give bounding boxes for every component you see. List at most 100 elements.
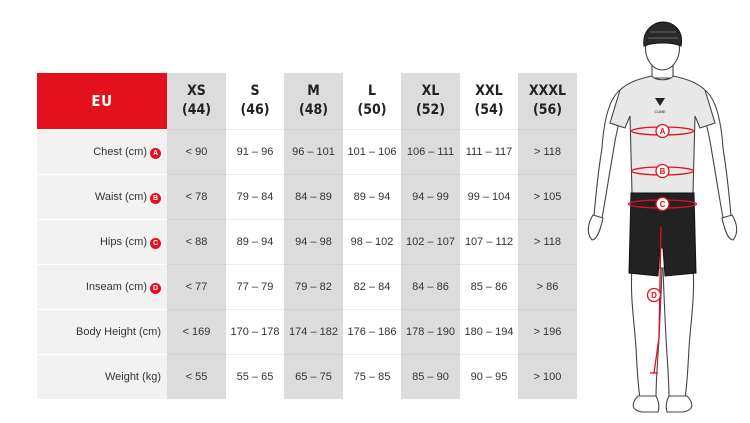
table-cell: 85 – 90 <box>401 354 460 399</box>
region-label: EU <box>37 73 167 130</box>
table-cell: 107 – 112 <box>460 219 518 265</box>
cyclist-illustration: CUBE A B C D <box>587 21 738 413</box>
table-cell: 94 – 99 <box>401 174 460 220</box>
table-cell: 106 – 111 <box>401 129 460 175</box>
size-name: XS <box>187 83 206 99</box>
size-header-xl: XL (52) <box>401 73 460 130</box>
row-label: Inseam (cm) D <box>37 264 167 310</box>
bib-shorts-shape <box>628 192 697 277</box>
row-label-text: Chest (cm) <box>93 145 147 158</box>
marker-c-circle <box>655 196 670 212</box>
marker-a-circle <box>655 123 670 139</box>
table-cell: 84 – 86 <box>401 264 460 310</box>
table-cell: 75 – 85 <box>343 354 401 399</box>
table-cell: > 86 <box>518 264 577 310</box>
table-cell: 85 – 86 <box>460 264 518 310</box>
size-eu: (50) <box>357 102 387 118</box>
row-label: Hips (cm) C <box>37 219 167 265</box>
right-hand-shape <box>721 214 738 241</box>
marker-b-label: B <box>660 167 666 176</box>
measurement-row-waist: Waist (cm) B < 78 79 – 84 84 – 89 89 – 94… <box>37 174 577 220</box>
left-foot-shape <box>632 395 660 413</box>
size-header-xs: XS (44) <box>167 73 226 130</box>
measurement-row-inseam: Inseam (cm) D < 77 77 – 79 79 – 82 82 – 8… <box>37 264 577 310</box>
size-chart-table: EU XS (44) S (46) M (48) L (50) XL (52) XXL (5… <box>37 73 577 399</box>
table-cell: < 78 <box>167 174 226 220</box>
table-cell: 55 – 65 <box>226 354 284 399</box>
table-cell: < 55 <box>167 354 226 399</box>
row-label-text: Inseam (cm) <box>85 280 147 293</box>
table-cell: 174 – 182 <box>284 309 343 355</box>
size-header-xxl: XXL (54) <box>460 73 518 130</box>
table-cell: 79 – 82 <box>284 264 343 310</box>
table-cell: 99 – 104 <box>460 174 518 220</box>
table-cell: < 88 <box>167 219 226 265</box>
size-eu: (48) <box>298 102 329 118</box>
table-cell: 176 – 186 <box>343 309 401 355</box>
size-name: XXL <box>475 83 503 99</box>
size-eu: (46) <box>240 102 270 118</box>
table-cell: 90 – 95 <box>460 354 518 399</box>
marker-b-circle <box>655 163 670 179</box>
right-foot-shape <box>665 395 693 413</box>
marker-c-badge: C <box>150 237 161 249</box>
helmet-shape <box>643 21 682 47</box>
table-cell: > 118 <box>518 219 577 265</box>
table-cell: < 169 <box>167 309 226 355</box>
table-cell: 98 – 102 <box>343 219 401 265</box>
size-eu: (54) <box>474 102 504 118</box>
table-cell: > 105 <box>518 174 577 220</box>
row-label: Weight (kg) <box>37 354 167 399</box>
table-cell: 102 – 107 <box>401 219 460 265</box>
table-cell: 178 – 190 <box>401 309 460 355</box>
marker-b-badge: B <box>150 192 161 204</box>
left-hand-shape <box>587 214 604 241</box>
size-name: S <box>250 83 260 99</box>
table-cell: 82 – 84 <box>343 264 401 310</box>
table-cell: 111 – 117 <box>460 129 518 175</box>
size-name: XXXL <box>528 83 567 99</box>
marker-d-label: D <box>651 291 657 300</box>
helmet-vents <box>648 31 678 39</box>
size-header-l: L (50) <box>343 73 401 130</box>
size-eu: (44) <box>181 102 212 118</box>
table-cell: > 118 <box>518 129 577 175</box>
measurement-row-weight: Weight (kg) < 55 55 – 65 65 – 75 75 – 85… <box>37 354 577 399</box>
table-cell: 96 – 101 <box>284 129 343 175</box>
row-label: Waist (cm) B <box>37 174 167 220</box>
row-label-text: Weight (kg) <box>104 371 161 383</box>
row-label: Chest (cm) A <box>37 129 167 175</box>
marker-a-badge: A <box>150 147 161 159</box>
table-cell: > 100 <box>518 354 577 399</box>
marker-a-label: A <box>660 127 666 136</box>
row-label-text: Body Height (cm) <box>76 326 161 338</box>
size-name: XL <box>421 83 440 99</box>
table-cell: 77 – 79 <box>226 264 284 310</box>
size-header-xxxl: XXXL (56) <box>518 73 577 130</box>
table-cell: 91 – 96 <box>226 129 284 175</box>
table-cell: 89 – 94 <box>226 219 284 265</box>
size-header-s: S (46) <box>226 73 284 130</box>
table-cell: < 77 <box>167 264 226 310</box>
marker-d-circle <box>646 287 662 303</box>
row-label-text: Hips (cm) <box>99 235 147 248</box>
marker-d-badge: D <box>150 282 161 294</box>
size-name: L <box>367 83 377 99</box>
row-label-text: Waist (cm) <box>94 190 147 203</box>
jersey-logo-text: CUBE <box>654 109 665 114</box>
table-cell: 89 – 94 <box>343 174 401 220</box>
measurement-row-hips: Hips (cm) C < 88 89 – 94 94 – 98 98 – 102… <box>37 219 577 265</box>
marker-c-label: C <box>660 200 666 209</box>
size-eu: (52) <box>415 102 446 118</box>
right-leg-shape <box>662 265 695 399</box>
table-cell: 84 – 89 <box>284 174 343 220</box>
row-label: Body Height (cm) <box>37 309 167 355</box>
size-eu: (56) <box>532 102 563 118</box>
measurement-row-body-height: Body Height (cm) < 169 170 – 178 174 – 1… <box>37 309 577 355</box>
table-cell: 170 – 178 <box>226 309 284 355</box>
table-cell: 94 – 98 <box>284 219 343 265</box>
table-cell: 180 – 194 <box>460 309 518 355</box>
cube-logo-icon <box>655 98 665 106</box>
size-name: M <box>307 83 320 99</box>
table-cell: 79 – 84 <box>226 174 284 220</box>
